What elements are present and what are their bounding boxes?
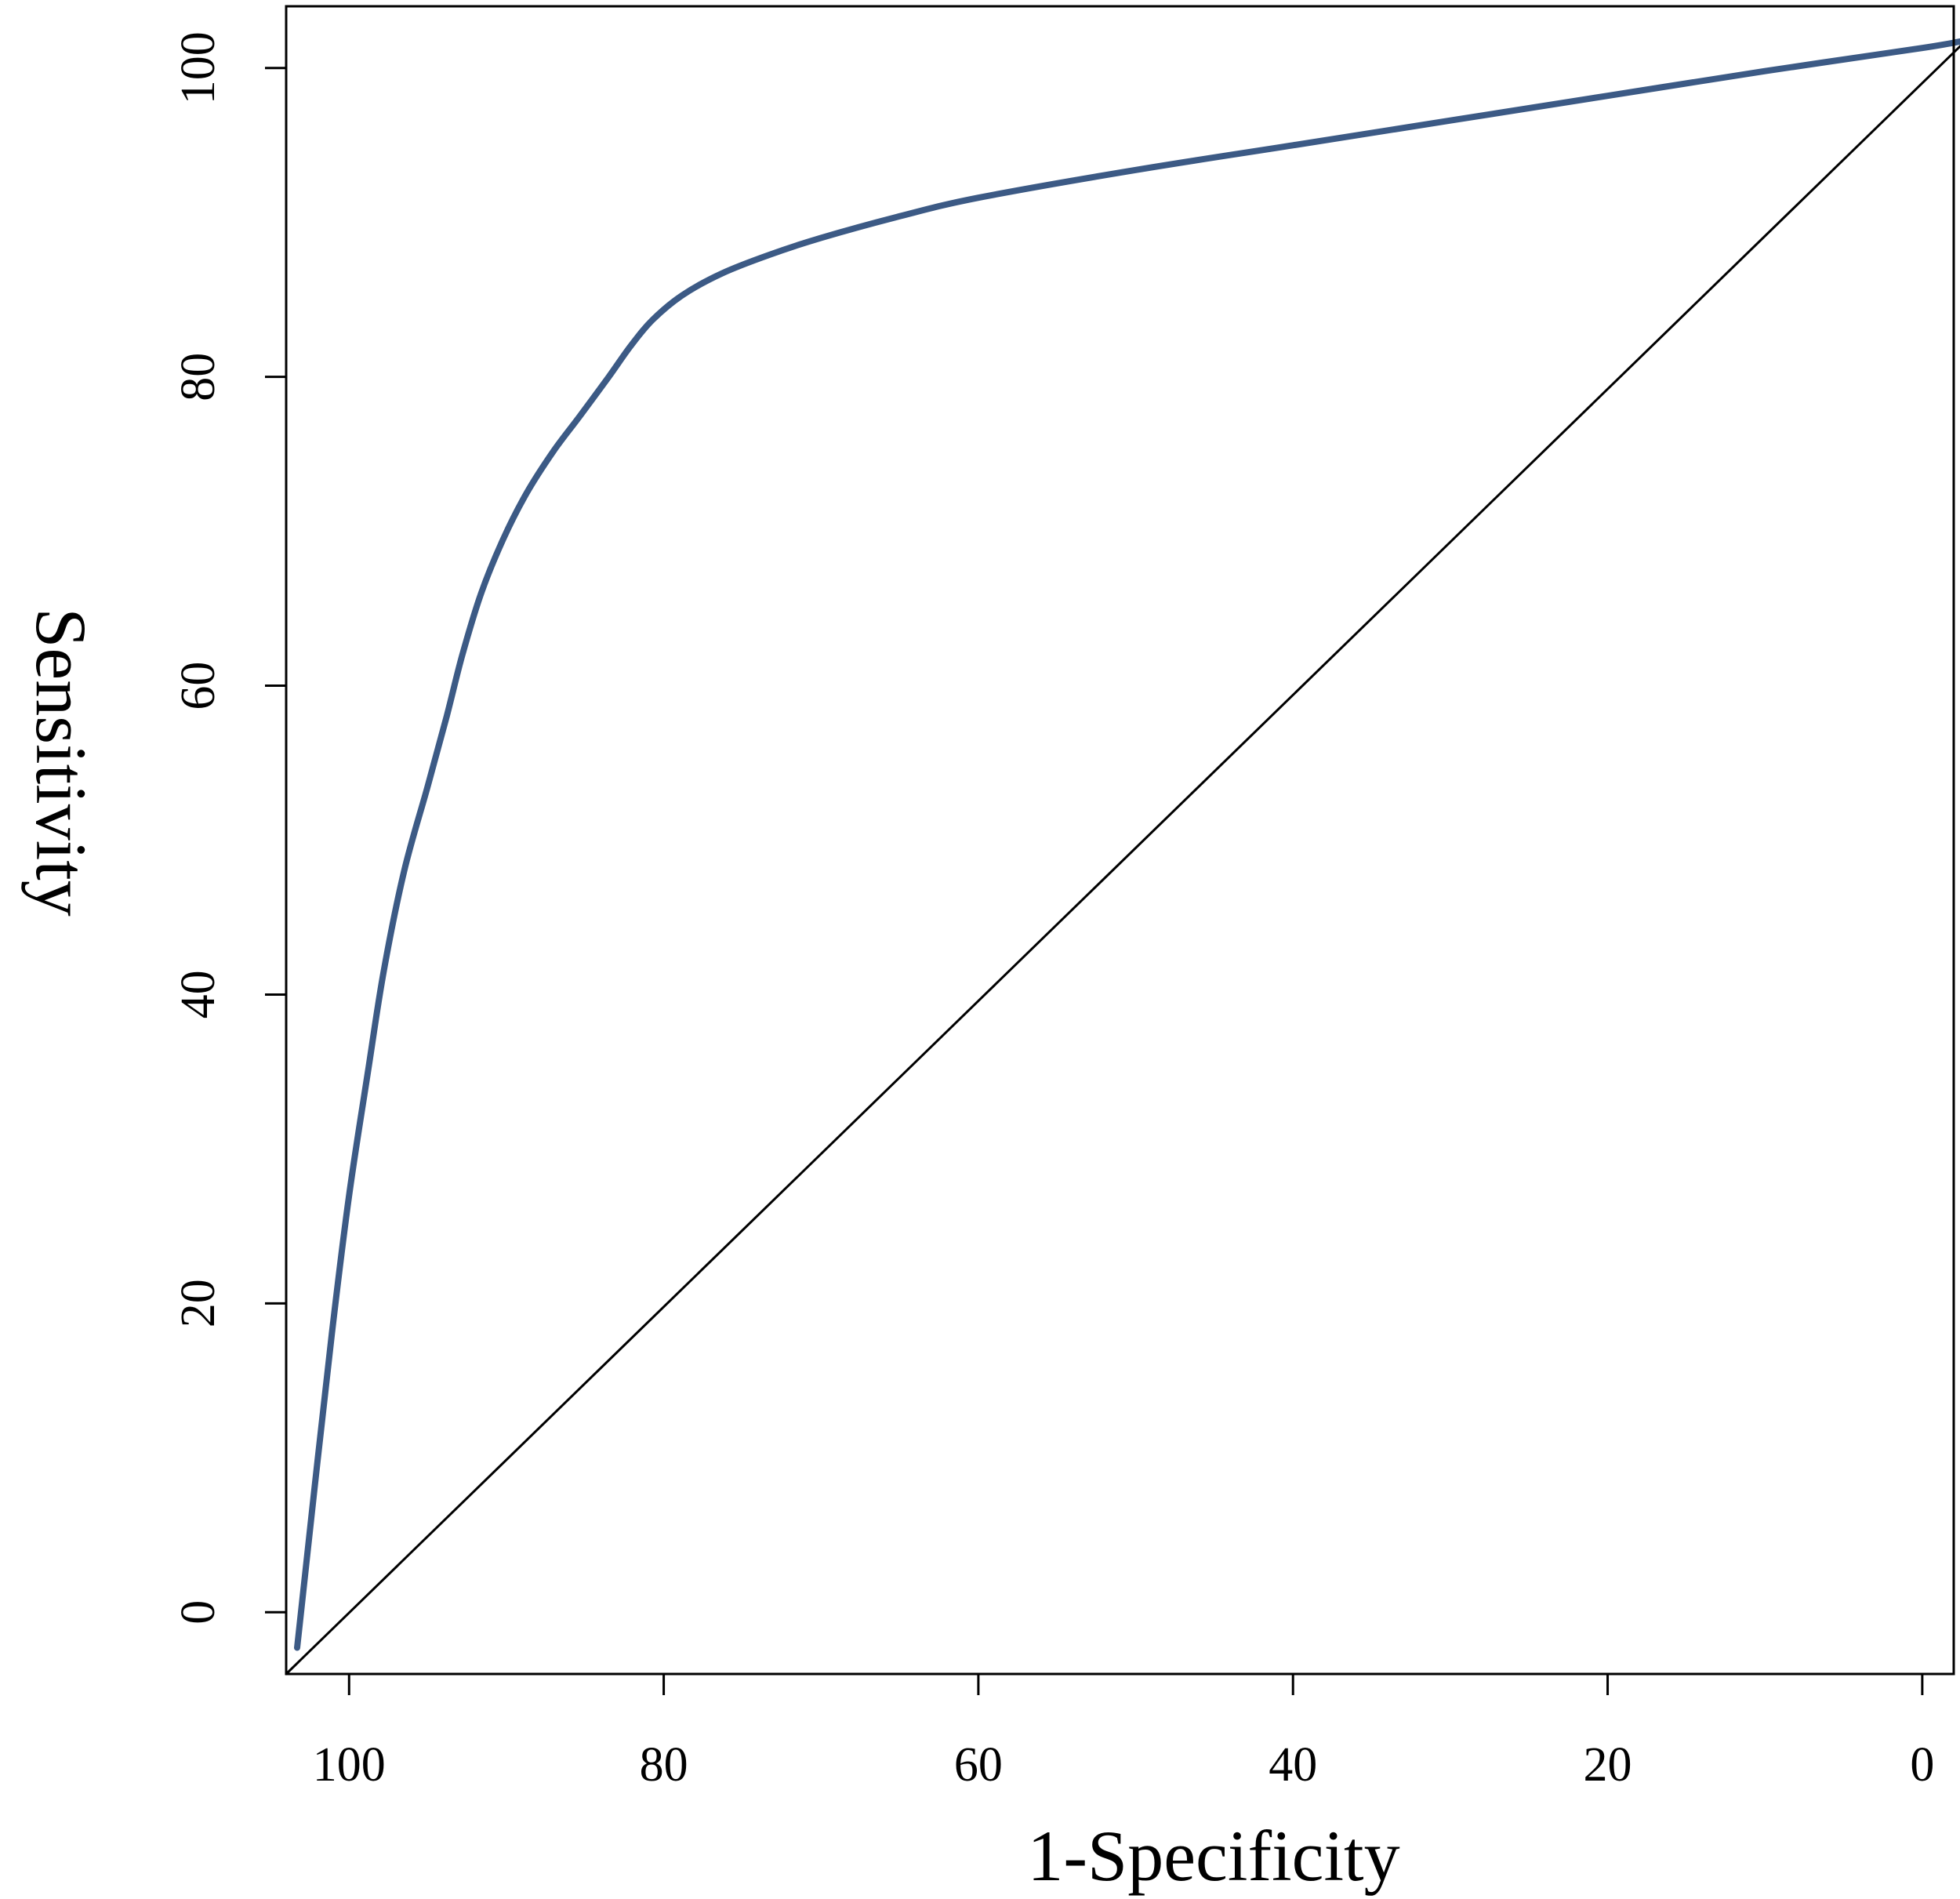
y-tick-label: 0 <box>172 1600 225 1625</box>
x-axis: 100 80 60 40 20 0 <box>313 1672 1934 1792</box>
roc-curve <box>294 38 1960 1651</box>
series-layer <box>285 38 1960 1676</box>
x-tick-label: 100 <box>313 1738 386 1792</box>
y-tick-label: 80 <box>172 353 225 401</box>
x-tick-label: 0 <box>1910 1738 1934 1792</box>
y-tick-label: 100 <box>172 31 225 104</box>
y-axis-title: Sensitivity <box>21 608 101 917</box>
x-tick-label: 60 <box>954 1738 1003 1792</box>
x-axis-title: 1-Specificity <box>1027 1816 1399 1896</box>
y-axis: 0 20 40 60 80 100 <box>172 31 288 1625</box>
x-tick-label: 20 <box>1584 1738 1632 1792</box>
y-tick-label: 60 <box>172 662 225 710</box>
y-tick-label: 20 <box>172 1279 225 1327</box>
x-tick-label: 80 <box>640 1738 688 1792</box>
x-tick-label: 40 <box>1269 1738 1317 1792</box>
reference-diagonal <box>285 45 1960 1676</box>
y-tick-label: 40 <box>172 970 225 1018</box>
